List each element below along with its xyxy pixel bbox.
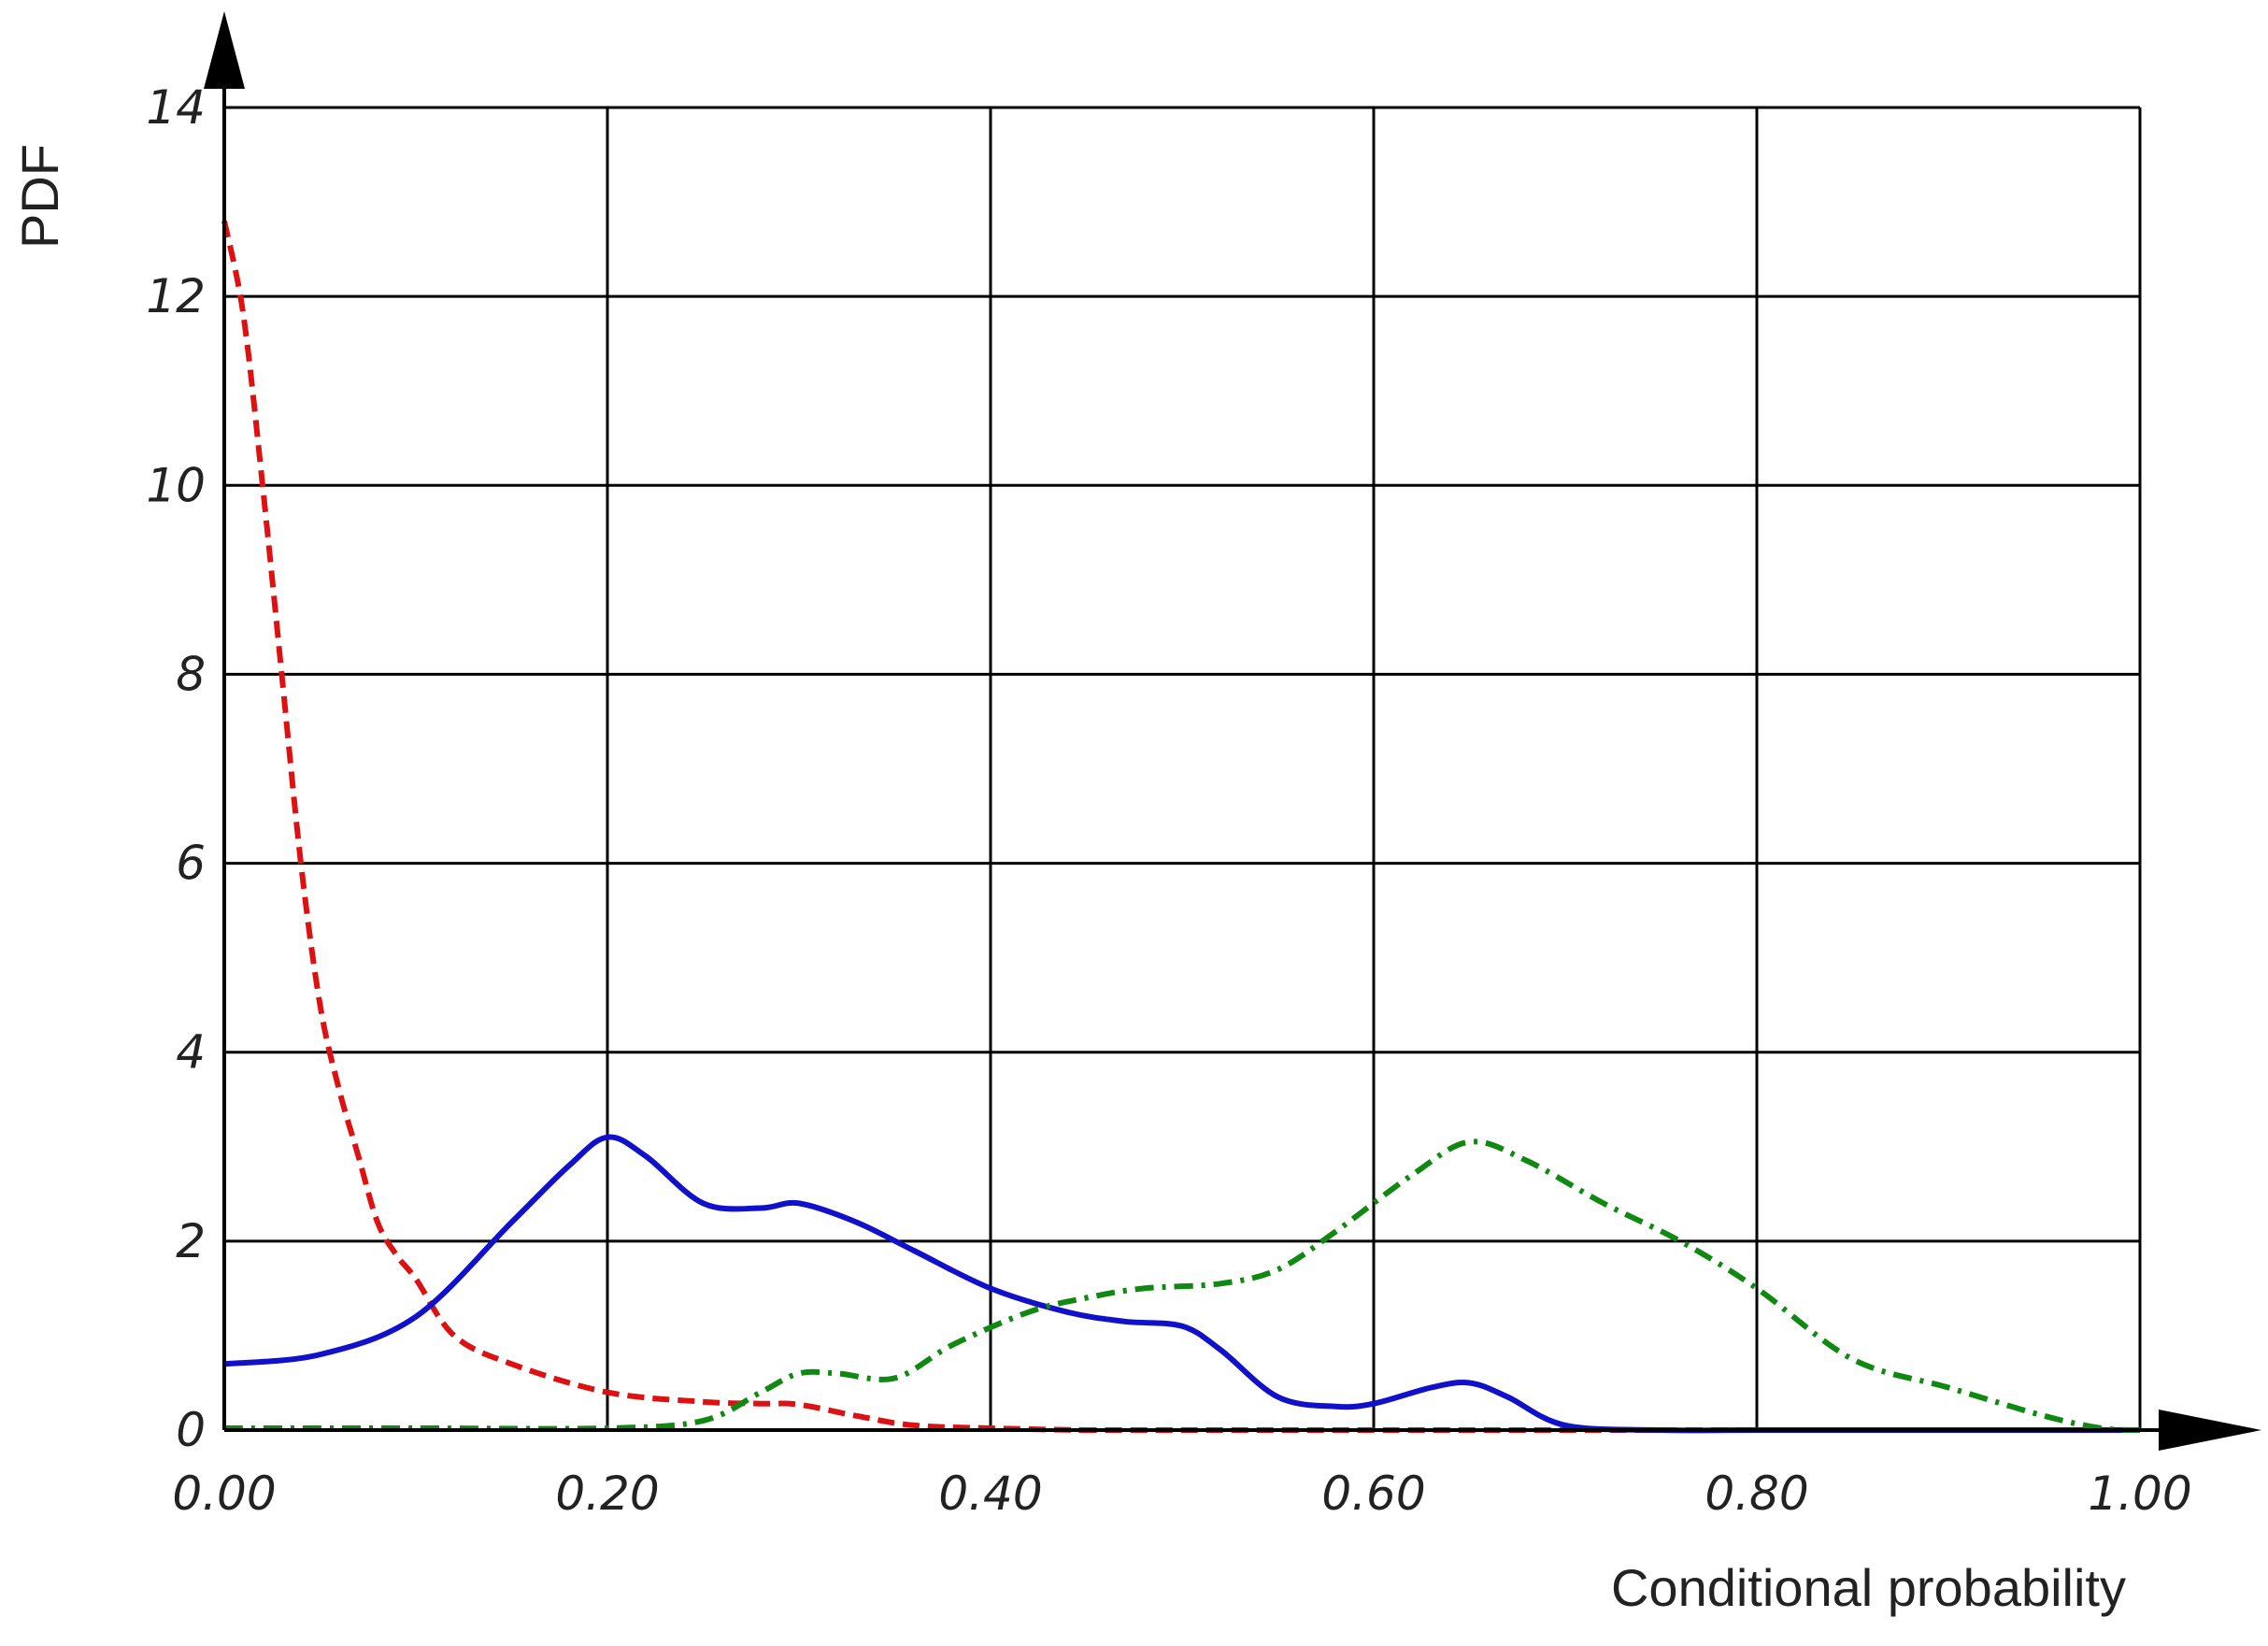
y-tick-label: 6 <box>176 837 206 891</box>
series-line-dashdot <box>224 1138 2141 1433</box>
grid <box>224 106 2142 1430</box>
y-tick-label: 8 <box>176 647 206 701</box>
y-tick-label: 0 <box>176 1403 206 1457</box>
x-tick-label: 0.00 <box>172 1467 276 1521</box>
y-tick-label: 12 <box>146 269 206 323</box>
axes <box>204 11 2261 1451</box>
x-tick-label: 1.00 <box>2088 1467 2191 1521</box>
series-lines <box>221 220 2141 1434</box>
x-tick-label: 0.80 <box>1705 1467 1808 1521</box>
y-axis-arrow-icon <box>204 11 245 89</box>
y-axis-label: PDF <box>10 144 69 249</box>
y-tick-label: 4 <box>176 1025 206 1080</box>
x-tick-label: 0.20 <box>555 1467 659 1521</box>
series-line-dashed <box>221 220 2140 1434</box>
x-axis-arrow-icon <box>2159 1410 2261 1451</box>
tick-labels: 0.00 0.20 0.40 0.60 0.80 1.00 0 2 4 6 8 10 12 14 <box>146 80 2191 1521</box>
y-tick-label: 10 <box>146 458 206 512</box>
y-tick-label: 2 <box>176 1214 206 1268</box>
y-tick-label: 14 <box>146 80 206 135</box>
x-tick-label: 0.60 <box>1321 1467 1425 1521</box>
x-tick-label: 0.40 <box>938 1467 1042 1521</box>
x-axis-label: Conditional probability <box>1611 1558 2126 1617</box>
